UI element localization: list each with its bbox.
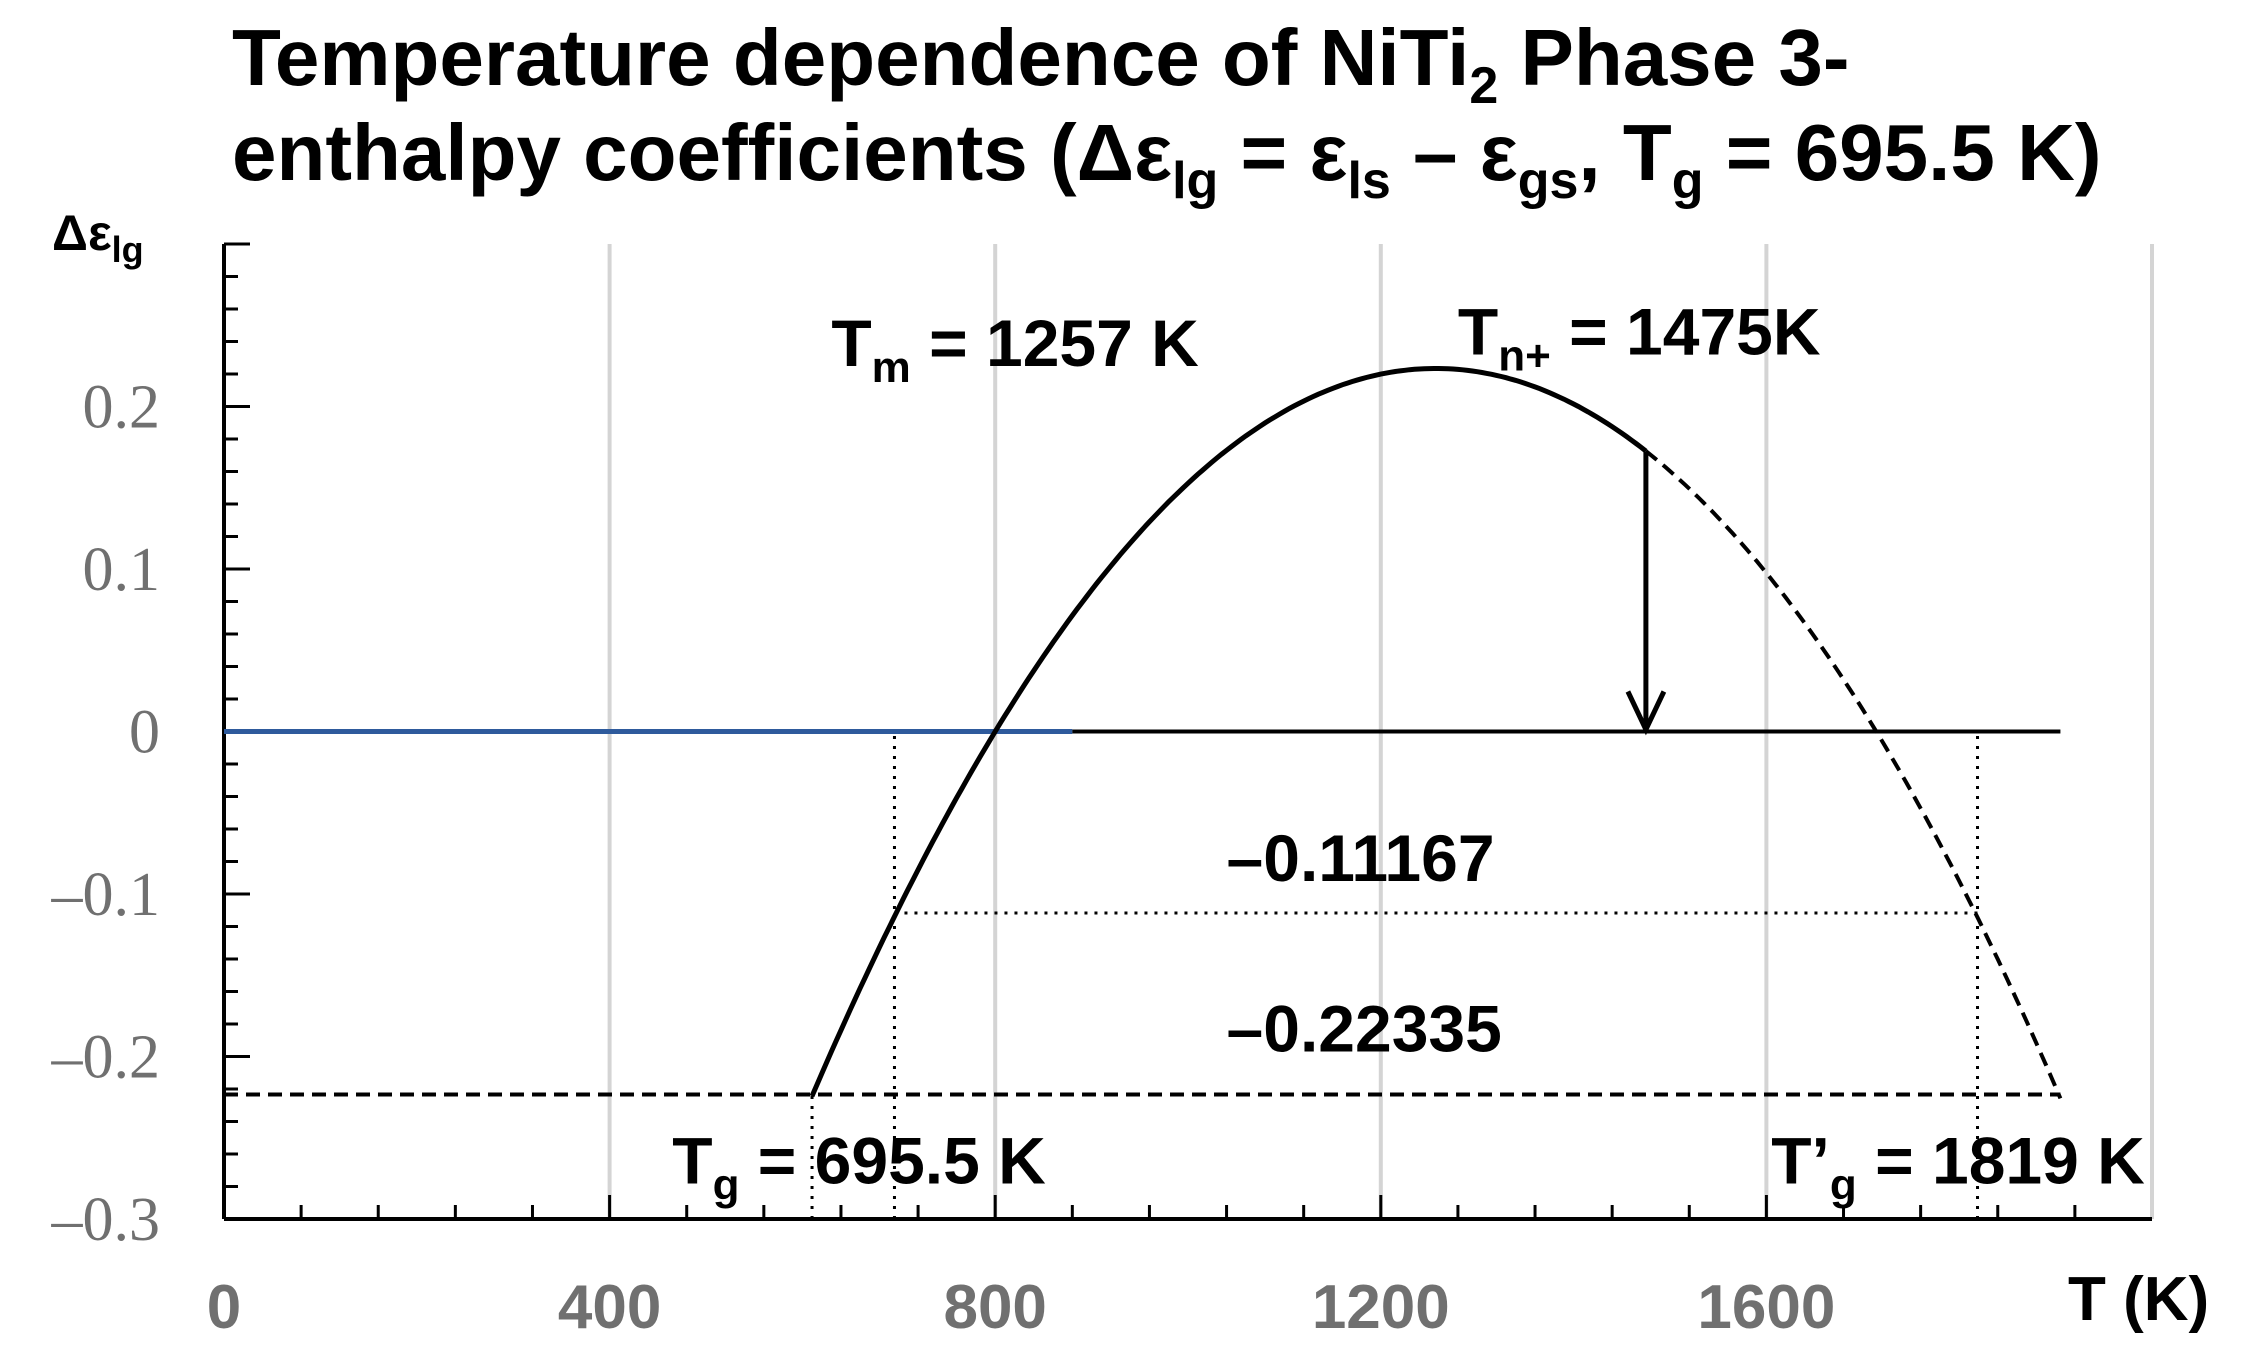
y-tick-label: –0.3 — [51, 1186, 161, 1254]
annotation-label: Tg = 695.5 K — [672, 1123, 1046, 1209]
x-axis-label: T (K) — [2068, 1265, 2209, 1334]
annotation-label: T’g = 1819 K — [1771, 1123, 2145, 1209]
y-tick-label: –0.2 — [51, 1024, 161, 1092]
x-tick-label: 1200 — [1312, 1273, 1450, 1342]
annotation-label: –0.22335 — [1227, 992, 1502, 1066]
annotation-label: Tm = 1257 K — [831, 306, 1199, 392]
annotation-label: –0.11167 — [1227, 821, 1495, 895]
chart-title-line-1: Temperature dependence of NiTi2 Phase 3- — [232, 13, 1850, 115]
tick-labels: 0 400 800 1200 1600 0.2 0.1 0 –0.1 –0.2 –0.3 — [51, 374, 1836, 1343]
y-tick-label: 0 — [129, 699, 160, 767]
enthalpy-curve-dashed — [1644, 449, 2063, 1100]
y-tick-label: 0.1 — [83, 536, 161, 604]
enthalpy-curve-solid — [809, 366, 1648, 1098]
annotations: Tm = 1257 K Tn+ = 1475K –0.11167 –0.22335 Tg… — [672, 295, 2145, 1210]
x-tick-label: 400 — [558, 1273, 661, 1342]
series — [809, 366, 2063, 1100]
y-axis-label: Δεlg — [52, 205, 144, 270]
annotation-label: Tn+ = 1475K — [1458, 295, 1821, 381]
y-tick-label: –0.1 — [51, 861, 161, 929]
y-tick-label: 0.2 — [83, 374, 161, 442]
x-tick-label: 800 — [943, 1273, 1046, 1342]
x-tick-label: 1600 — [1697, 1273, 1835, 1342]
reference-lines — [224, 729, 2061, 1219]
arrow-head — [1625, 690, 1667, 736]
x-tick-label: 0 — [207, 1273, 241, 1342]
chart-title-line-2: enthalpy coefficients (Δεlg = εls – εgs,… — [232, 108, 2102, 210]
